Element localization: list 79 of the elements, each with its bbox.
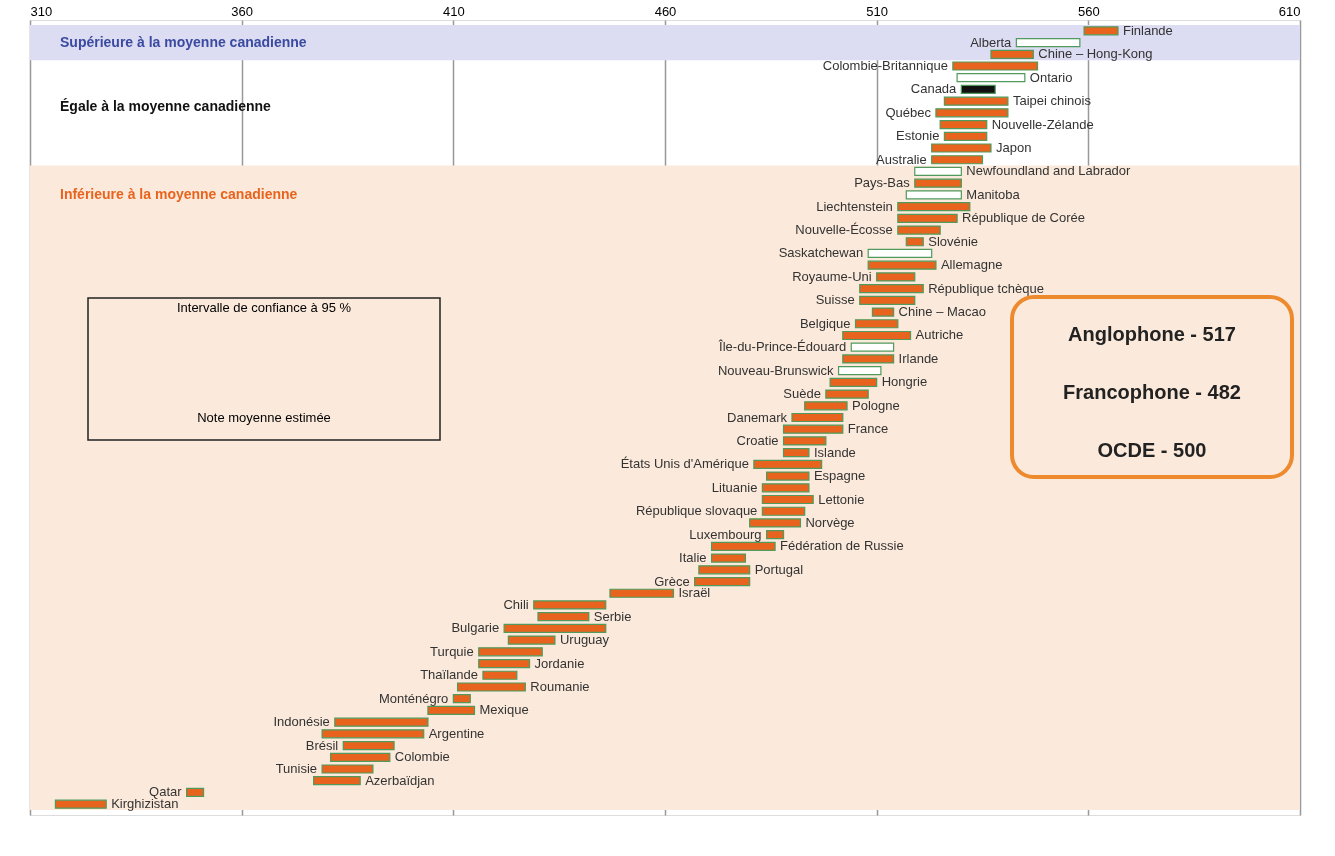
y-tick-label: Lituanie	[711, 479, 758, 495]
y-tick-label: Nouvelle-Zélande	[991, 116, 1094, 132]
y-tick-label: Chine – Hong-Kong	[1038, 46, 1153, 62]
y-tick-label: Espagne	[813, 468, 866, 484]
y-tick-label: Japon	[995, 140, 1032, 156]
x-tick-label: 460	[654, 3, 677, 19]
y-tick-label: Fédération de Russie	[780, 538, 904, 554]
y-tick-label: Argentine	[428, 725, 485, 741]
annotation: Francophone - 482	[1063, 381, 1241, 403]
band-label: Inférieure à la moyenne canadienne	[60, 185, 298, 202]
y-tick-label: Allemagne	[940, 257, 1003, 273]
y-tick-label: Estonie	[896, 128, 940, 144]
y-tick-label: Monténégro	[378, 690, 449, 706]
y-tick-label: Irlande	[898, 350, 939, 366]
y-tick-label: Chine – Macao	[898, 304, 987, 320]
y-tick-label: Islande	[813, 444, 856, 460]
x-tick-label: 310	[30, 3, 53, 19]
y-tick-label: Slovénie	[928, 233, 979, 249]
annotation: Égale à la moyenne canadienne	[60, 98, 272, 115]
y-tick-label: Colombie	[394, 749, 450, 765]
y-tick-label: Indonésie	[273, 714, 330, 730]
y-tick-label: Lettonie	[818, 491, 865, 507]
x-tick-label: 510	[866, 3, 889, 19]
y-tick-label: Azerbaïdjan	[365, 772, 435, 788]
x-tick-label: 360	[231, 3, 254, 19]
y-tick-label: Ontario	[1029, 69, 1073, 85]
y-tick-label: Croatie	[736, 432, 779, 448]
y-tick-label: Danemark	[727, 409, 788, 425]
y-tick-label: Saskatchewan	[778, 245, 864, 261]
x-tick-label: 610	[1278, 3, 1301, 19]
y-tick-label: Turquie	[430, 643, 474, 659]
y-tick-label: Chili	[503, 596, 529, 612]
x-tick-label: 410	[442, 3, 465, 19]
y-tick-label: Jordanie	[534, 655, 585, 671]
y-tick-label: République slovaque	[635, 503, 758, 519]
y-tick-label: Finlande	[1122, 22, 1173, 38]
y-tick-label: République tchèque	[928, 280, 1044, 296]
y-tick-label: Qatar	[149, 784, 183, 800]
y-tick-label: Bulgarie	[451, 620, 500, 636]
y-tick-label: Pays-Bas	[854, 175, 911, 191]
y-tick-label: Australie	[876, 151, 927, 167]
y-tick-label: Belgique	[799, 315, 851, 331]
annotation: Intervalle de confiance à 95 %	[176, 300, 352, 315]
annotation: OCDE - 500	[1097, 439, 1207, 461]
y-tick-label: Nouvelle-Écosse	[795, 222, 893, 238]
y-tick-label: Mexique	[479, 702, 529, 718]
y-tick-label: Uruguay	[559, 632, 610, 648]
band-label: Supérieure à la moyenne canadienne	[60, 33, 307, 50]
y-tick-label: Québec	[885, 104, 932, 120]
y-tick-label: Serbie	[593, 608, 632, 624]
y-tick-label: Autriche	[915, 327, 964, 343]
y-tick-label: Roumanie	[530, 678, 590, 694]
y-tick-label: Luxembourg	[689, 526, 762, 542]
y-tick-label: Taipei chinois	[1012, 93, 1092, 109]
y-tick-label: Tunisie	[275, 760, 318, 776]
x-tick-label: 560	[1077, 3, 1100, 19]
y-tick-label: France	[847, 421, 889, 437]
y-tick-label: Colombie-Britannique	[822, 58, 948, 74]
y-tick-label: Île-du-Prince-Édouard	[718, 339, 847, 355]
y-tick-label: Thaïlande	[420, 667, 478, 683]
y-tick-label: Liechtenstein	[816, 198, 893, 214]
y-tick-label: Brésil	[305, 737, 339, 753]
y-tick-label: États Unis d'Amérique	[620, 456, 749, 472]
y-tick-label: Suisse	[815, 292, 855, 308]
y-tick-label: Royaume-Uni	[792, 268, 872, 284]
annotation: Anglophone - 517	[1068, 323, 1236, 345]
y-tick-label: Suède	[783, 386, 821, 402]
y-tick-label: Newfoundland and Labrador	[966, 163, 1132, 179]
y-tick-label: Alberta	[970, 34, 1013, 50]
y-tick-label: Pologne	[852, 397, 900, 413]
annotation: Note moyenne estimée	[197, 410, 331, 425]
y-tick-label: Hongrie	[881, 374, 928, 390]
y-tick-label: Manitoba	[966, 186, 1021, 202]
y-tick-label: Nouveau-Brunswick	[717, 362, 835, 378]
y-tick-label: Norvège	[805, 514, 855, 530]
y-tick-label: Italie	[679, 550, 707, 566]
y-tick-label: Canada	[910, 81, 958, 97]
y-tick-label: République de Corée	[962, 210, 1085, 226]
y-tick-label: Portugal	[754, 561, 804, 577]
